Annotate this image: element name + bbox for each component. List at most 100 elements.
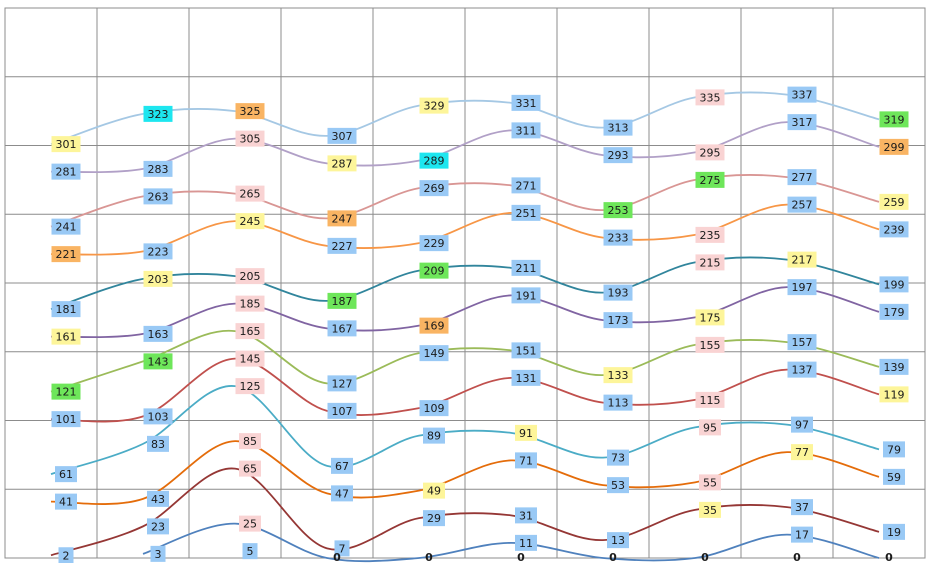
label-box [511, 259, 541, 276]
data-label: 35 [703, 504, 717, 517]
label-box [423, 427, 445, 444]
data-label: 3 [155, 548, 162, 561]
label-box [791, 416, 813, 433]
data-label: 41 [59, 496, 73, 509]
data-label: 73 [611, 452, 625, 465]
label-box [603, 147, 633, 164]
data-label: 23 [151, 520, 165, 533]
label-box [699, 474, 721, 491]
data-label: 7 [339, 542, 346, 555]
label-box [235, 323, 265, 340]
label-box [511, 122, 541, 139]
label-box [879, 221, 909, 238]
data-label: 37 [795, 501, 809, 514]
series-line [142, 522, 880, 563]
data-label: 205 [240, 270, 261, 283]
data-label: 113 [608, 397, 629, 410]
label-box [511, 287, 541, 304]
label-box [695, 171, 725, 188]
data-label: 149 [424, 347, 445, 360]
data-label: 283 [148, 163, 169, 176]
data-label: 173 [608, 314, 629, 327]
label-box [879, 303, 909, 320]
label-box [239, 433, 261, 450]
label-box [511, 369, 541, 386]
label-box [235, 130, 265, 147]
label-box [603, 229, 633, 246]
label-box [607, 477, 629, 494]
data-label: 49 [427, 485, 441, 498]
label-box [787, 279, 817, 296]
series-line [50, 329, 880, 393]
data-label: 0 [609, 551, 617, 563]
data-label: 43 [151, 493, 165, 506]
series-line [50, 91, 880, 145]
label-box [787, 361, 817, 378]
data-label: 19 [887, 526, 901, 539]
data-label: 221 [56, 248, 77, 261]
data-label: 271 [516, 179, 537, 192]
data-label: 293 [608, 149, 629, 162]
label-box [787, 196, 817, 213]
data-label: 61 [59, 468, 73, 481]
data-label: 47 [335, 487, 349, 500]
data-label: 115 [700, 394, 721, 407]
label-box [331, 457, 353, 474]
label-box [515, 424, 537, 441]
label-box [51, 218, 81, 235]
data-label: 269 [424, 182, 445, 195]
data-label: 199 [884, 278, 905, 291]
label-box [51, 246, 81, 263]
data-label: 203 [148, 273, 169, 286]
label-box [603, 284, 633, 301]
series-line [50, 467, 880, 557]
label-box [695, 336, 725, 353]
data-label: 329 [424, 100, 445, 113]
data-label: 239 [884, 223, 905, 236]
label-box [327, 210, 357, 227]
data-label: 277 [792, 171, 813, 184]
label-box [327, 402, 357, 419]
label-box [419, 235, 449, 252]
data-label: 137 [792, 364, 813, 377]
label-box [51, 163, 81, 180]
label-box [143, 408, 173, 425]
data-label: 161 [56, 331, 77, 344]
label-box [51, 301, 81, 318]
label-box [879, 386, 909, 403]
data-label: 145 [240, 353, 261, 366]
data-label: 53 [611, 479, 625, 492]
data-label: 167 [332, 322, 353, 335]
data-label: 235 [700, 229, 721, 242]
label-box [511, 177, 541, 194]
label-box [331, 485, 353, 502]
data-label: 193 [608, 287, 629, 300]
label-box [883, 468, 905, 485]
data-label: 295 [700, 146, 721, 159]
label-box [787, 334, 817, 351]
data-label: 311 [516, 124, 537, 137]
label-box [143, 160, 173, 177]
label-box [607, 449, 629, 466]
label-box [51, 411, 81, 428]
lines [50, 91, 880, 563]
data-label: 119 [884, 388, 905, 401]
label-box [695, 254, 725, 271]
data-label: 301 [56, 138, 77, 151]
data-label: 97 [795, 419, 809, 432]
data-label: 0 [885, 551, 893, 563]
label-box [242, 543, 258, 560]
data-label: 227 [332, 240, 353, 253]
data-label: 67 [335, 460, 349, 473]
label-box [515, 507, 537, 524]
data-label: 101 [56, 413, 77, 426]
data-label: 241 [56, 221, 77, 234]
label-box [423, 482, 445, 499]
data-label: 319 [884, 113, 905, 126]
label-box [695, 89, 725, 106]
data-label: 331 [516, 97, 537, 110]
data-label: 275 [700, 174, 721, 187]
data-label: 85 [243, 435, 257, 448]
data-label: 305 [240, 133, 261, 146]
data-label: 229 [424, 237, 445, 250]
